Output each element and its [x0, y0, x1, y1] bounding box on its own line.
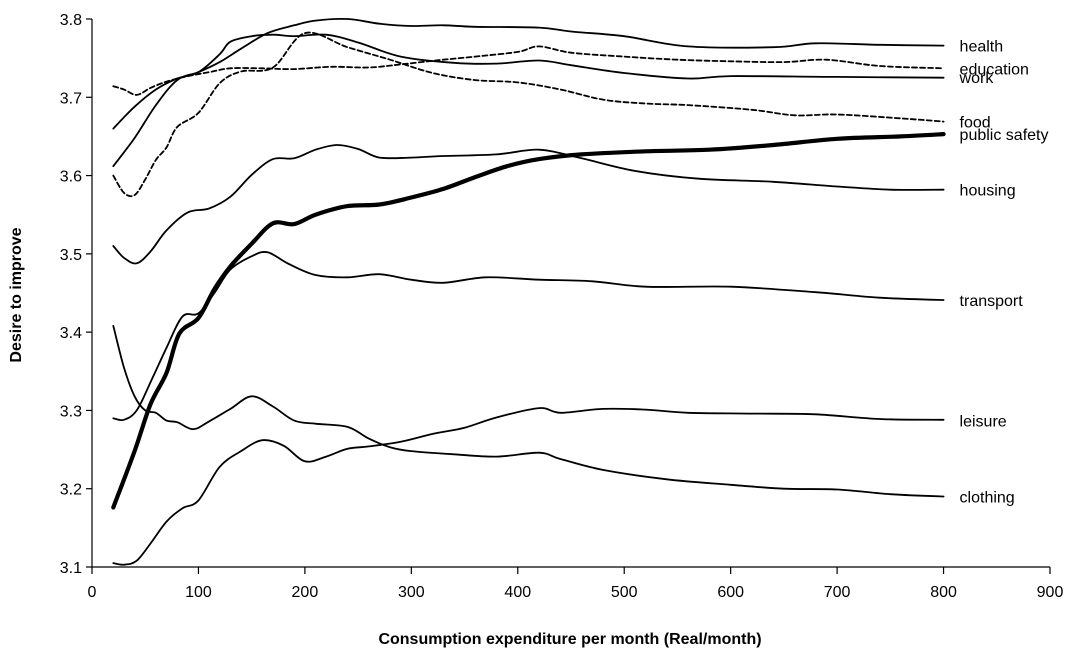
series-label-housing: housing — [960, 183, 1016, 200]
x-tick-label: 900 — [1037, 584, 1064, 601]
series-line-transport — [112, 251, 945, 422]
series-line-work — [112, 33, 945, 130]
series-line-education — [112, 45, 945, 96]
x-tick-label: 800 — [930, 584, 957, 601]
series-label-public-safety: public safety — [960, 127, 1049, 144]
y-tick-label: 3.3 — [60, 403, 82, 420]
chart-axes: 3.1 3.2 3.3 3.4 3.5 3.6 3.7 3.8 0 100 200 300 400 500… — [60, 12, 1064, 601]
series-label-work: work — [959, 70, 995, 87]
x-tick-label: 500 — [611, 584, 638, 601]
series-label-education: education — [960, 61, 1029, 78]
y-tick-label: 3.6 — [60, 169, 82, 186]
y-axis-title: Desire to improve — [8, 227, 25, 362]
series-line-housing — [112, 144, 945, 265]
series-label-leisure: leisure — [960, 414, 1007, 431]
x-tick-label: 300 — [398, 584, 425, 601]
chart-series-group — [111, 17, 946, 566]
x-tick-label: 200 — [292, 584, 319, 601]
series-line-food — [112, 31, 945, 198]
y-tick-label: 3.1 — [60, 560, 82, 577]
x-tick-label: 400 — [504, 584, 531, 601]
series-label-clothing: clothing — [960, 490, 1015, 507]
series-line-public-safety — [111, 132, 946, 510]
y-tick-label: 3.7 — [60, 90, 82, 107]
series-line-clothing — [112, 407, 945, 566]
series-line-leisure — [112, 325, 945, 498]
x-axis-title: Consumption expenditure per month (Real/… — [378, 631, 761, 648]
series-label-health: health — [960, 39, 1004, 56]
y-tick-label: 3.5 — [60, 247, 82, 264]
series-line-health — [112, 17, 945, 168]
y-tick-label: 3.4 — [60, 325, 82, 342]
series-label-food: food — [960, 115, 991, 132]
x-tick-label: 100 — [185, 584, 212, 601]
y-tick-label: 3.8 — [60, 12, 82, 29]
series-label-transport: transport — [960, 293, 1024, 310]
x-tick-label: 600 — [717, 584, 744, 601]
x-tick-label: 0 — [88, 584, 97, 601]
y-tick-label: 3.2 — [60, 482, 82, 499]
x-tick-label: 700 — [824, 584, 851, 601]
